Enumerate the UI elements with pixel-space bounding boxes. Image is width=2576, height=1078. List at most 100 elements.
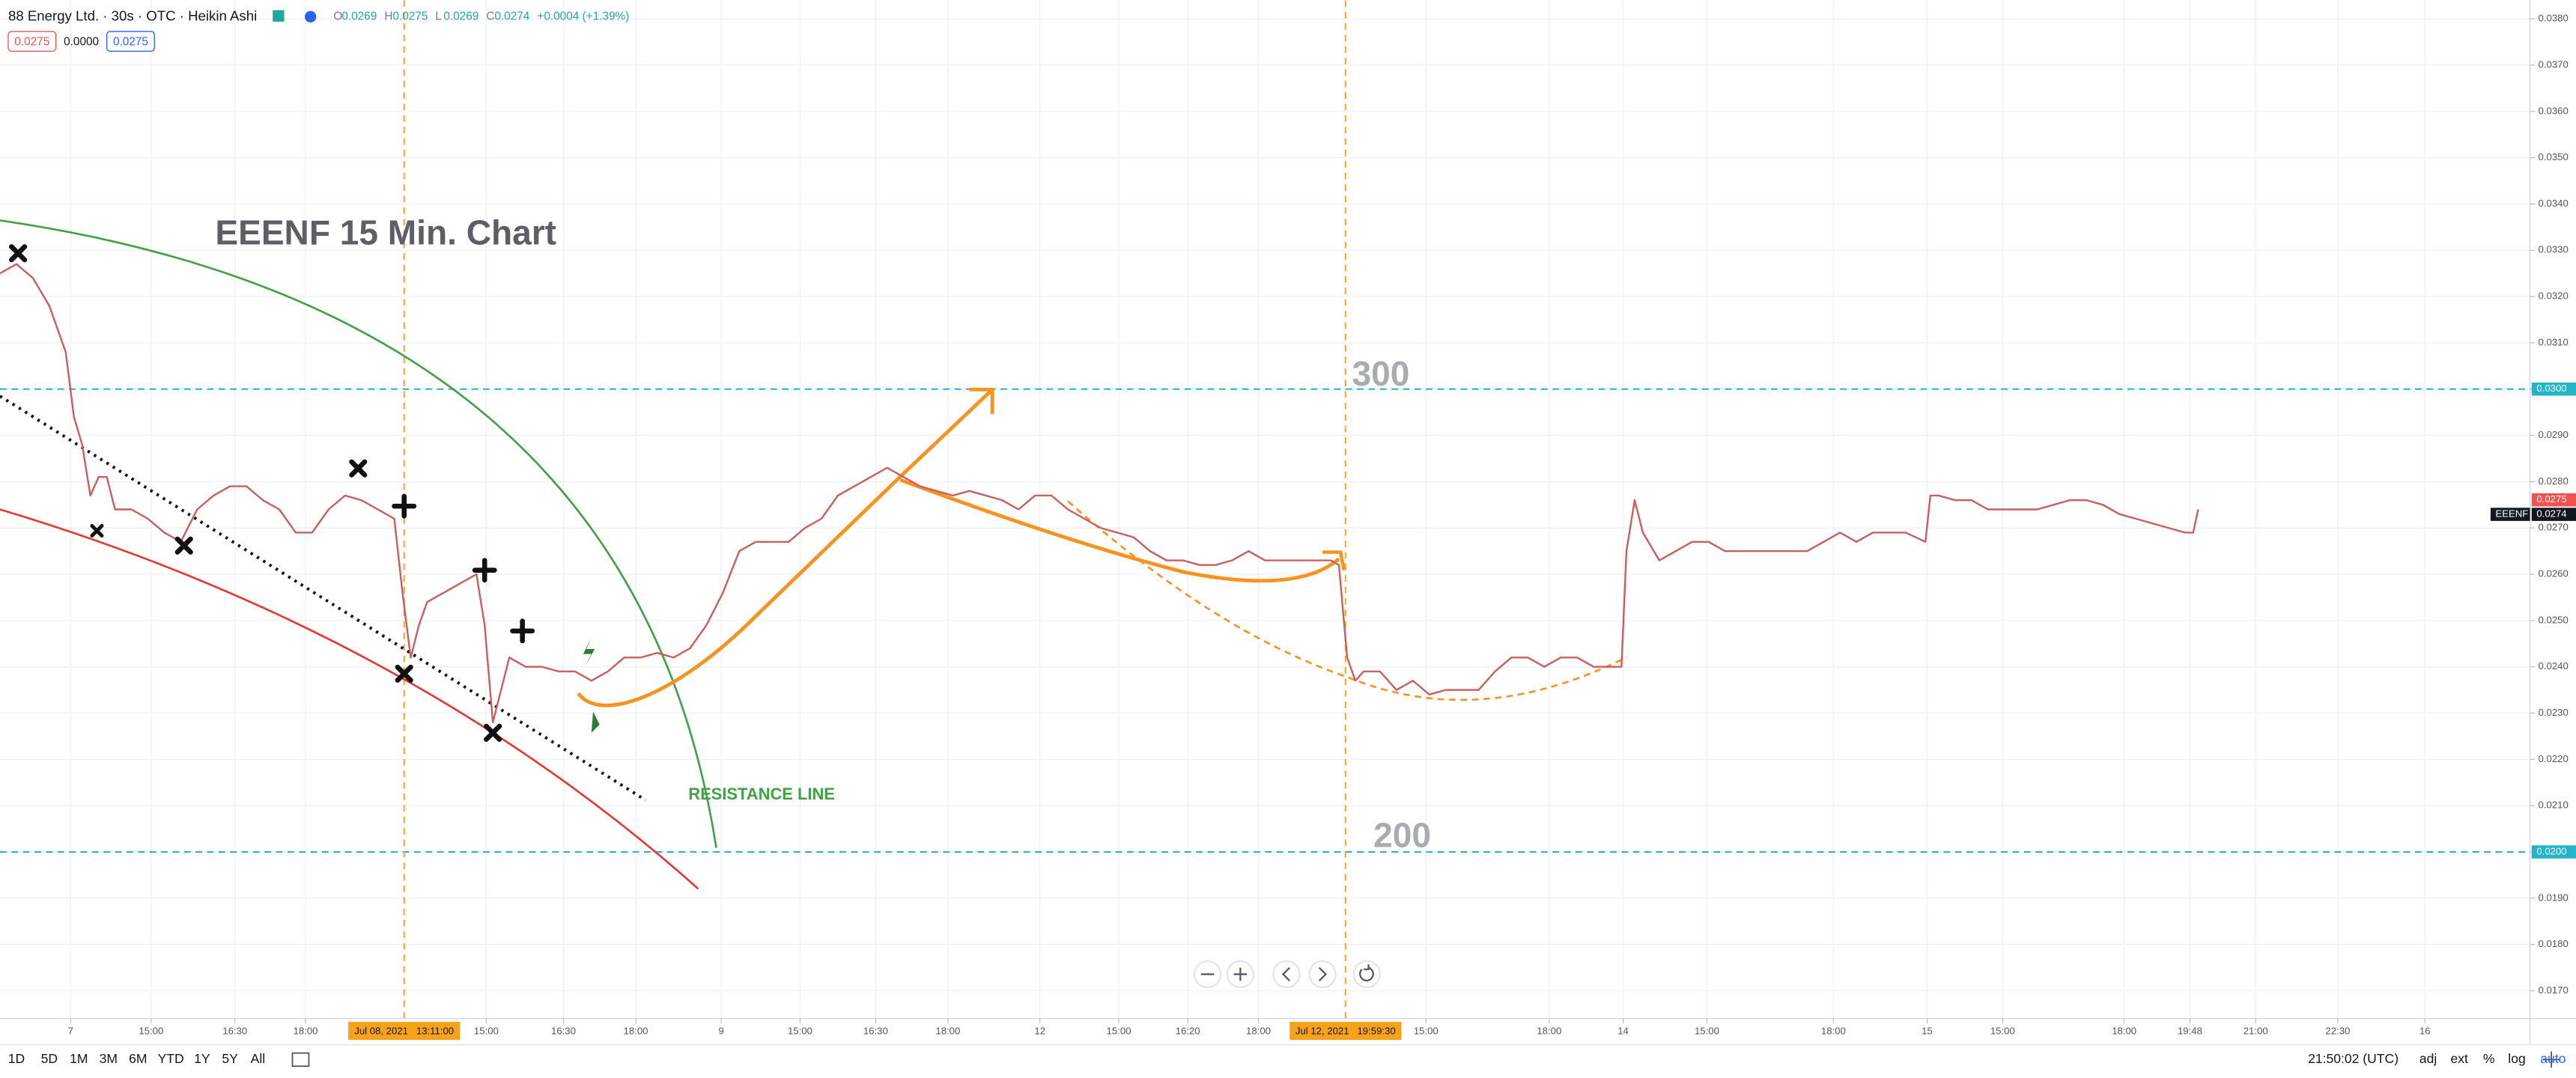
x-tick-label: 21:00 [2244, 1026, 2268, 1037]
time-tag-label: Jul 08, 2021 13:11:00 [354, 1026, 454, 1037]
y-tick-label: 0.0240 [2539, 660, 2569, 672]
lightning-icon [583, 637, 600, 733]
arrow-head [969, 387, 994, 415]
axis-labels: 0.0300 0.0200 Jul 08, 2021 13:11:00 Jul 12,… [348, 382, 2576, 1041]
x-tick-label: 16:30 [222, 1026, 247, 1037]
icon [1359, 964, 1374, 981]
x-tick-label: 15:00 [1107, 1026, 1131, 1037]
header-boxes: 0.0275 0.0000 0.0275 [7, 31, 155, 52]
x-tick-label: 18:00 [294, 1026, 318, 1037]
plus-mark [472, 558, 497, 583]
status-icon [304, 10, 317, 23]
price-tag [2531, 845, 2576, 859]
range-button[interactable]: 6M [129, 1051, 147, 1066]
x-mark [90, 524, 104, 538]
annotation: 200 [1373, 815, 1431, 854]
range-button[interactable]: 5Y [222, 1051, 238, 1066]
option-button[interactable]: auto [2540, 1051, 2566, 1066]
x-mark [174, 536, 193, 555]
price-box[interactable] [7, 31, 57, 52]
price-series [0, 263, 2199, 724]
x-tick-label: 14 [1617, 1026, 1629, 1037]
x-tick-label: 12 [1034, 1026, 1045, 1037]
settings-button[interactable] [2543, 1051, 2560, 1068]
price-box-label: 0.0275 [14, 35, 49, 48]
price-box[interactable] [106, 31, 155, 52]
time-tag-label: Jul 12, 2021 19:59:30 [1295, 1026, 1396, 1037]
ohlc-key: C [486, 10, 494, 22]
y-tick-label: 0.0210 [2539, 800, 2569, 811]
x-tick-label: 16:20 [1176, 1026, 1200, 1037]
icon [1233, 967, 1248, 981]
range-button[interactable]: 1D [8, 1051, 25, 1066]
y-tick-label: 0.0260 [2539, 568, 2569, 579]
plus-mark [392, 493, 417, 519]
option-button[interactable]: ext [2451, 1051, 2469, 1066]
y-tick-label: 0.0350 [2539, 151, 2569, 162]
range-button[interactable]: 5D [41, 1051, 58, 1066]
range-button[interactable]: 1Y [194, 1051, 210, 1066]
x-tick-label: 16:30 [551, 1026, 576, 1037]
range-button[interactable]: 3M [100, 1051, 118, 1066]
icon [1318, 966, 1328, 981]
x-tick-label: 18:00 [1537, 1026, 1561, 1037]
zoom-controls [1193, 960, 1381, 989]
x-tick-label: 15:00 [474, 1026, 499, 1037]
y-tick-label: 0.0340 [2539, 198, 2569, 209]
x-tick-label: 18:00 [1821, 1026, 1846, 1037]
option-button[interactable]: adj [2419, 1051, 2437, 1066]
range-button[interactable]: All [251, 1051, 266, 1066]
reset-button[interactable] [1352, 960, 1381, 989]
price-line [0, 263, 2199, 724]
chart-title: EEENF 15 Min. Chart [215, 213, 556, 252]
support-curve [0, 508, 699, 890]
x-mark [349, 459, 368, 478]
y-tick-label: 0.0330 [2539, 244, 2569, 255]
annotation: RESISTANCE LINE [688, 785, 835, 803]
x-tick-label: 16:30 [863, 1026, 888, 1037]
x-mark [395, 664, 413, 683]
price-box-label: 0.0000 [64, 35, 99, 48]
x-tick-label: 18:00 [1246, 1026, 1271, 1037]
ohlc-change: +0.0004 (+1.39%) [537, 10, 629, 22]
toolbar: 1D 5D 1M 3M 6M YTD 1Y 5Y All 21:50:02 (UTC) adj ext… [8, 1051, 2566, 1068]
trend-line [0, 395, 647, 802]
scroll-left-button[interactable] [1272, 960, 1301, 989]
status-icon [273, 10, 285, 22]
x-tick-label: 19:48 [2178, 1026, 2202, 1037]
x-tick-label: 15:00 [1414, 1026, 1439, 1037]
x-tick-label: 15:00 [1695, 1026, 1719, 1037]
scroll-right-button[interactable] [1308, 960, 1337, 989]
price-box-label: 0.0275 [113, 35, 148, 48]
y-tick-label: 0.0170 [2539, 984, 2569, 996]
drawings [0, 219, 1627, 890]
x-tick-label: 9 [718, 1026, 723, 1037]
annotation: 300 [1352, 354, 1410, 393]
symbol-tag [2490, 508, 2530, 521]
ohlc-value: 0.0269 [443, 10, 479, 22]
price-tag-label: 0.0275 [2536, 493, 2566, 505]
price-tag [2531, 493, 2576, 507]
range-button[interactable]: YTD [158, 1051, 184, 1066]
grid [0, 0, 2530, 1019]
arrow-head [1322, 550, 1346, 571]
y-tick-label: 0.0290 [2539, 429, 2569, 440]
price-tag-label: 0.0200 [2536, 846, 2566, 857]
ohlc-legend: O 0.0269 H 0.0275 L 0.0269 C 0.0274 +0.0004 (+1.… [333, 10, 629, 22]
ohlc-key: L [435, 10, 442, 22]
x-tick-label: 22:30 [2325, 1026, 2350, 1037]
range-button[interactable]: 1M [70, 1051, 88, 1066]
compare-button[interactable] [291, 1052, 310, 1068]
plus-mark [510, 618, 535, 644]
option-button[interactable]: % [2483, 1051, 2495, 1066]
option-button[interactable]: log [2508, 1051, 2525, 1066]
x-mark [484, 723, 502, 742]
x-tick-label: 7 [68, 1026, 73, 1037]
clock: 21:50:02 (UTC) [2308, 1051, 2399, 1066]
x-tick-label: 15:00 [139, 1026, 163, 1037]
arrow-curve [899, 478, 1340, 583]
price-tag-label: 0.0274 [2536, 508, 2566, 520]
price-tag [2531, 508, 2576, 521]
resistance-curve [0, 219, 717, 848]
